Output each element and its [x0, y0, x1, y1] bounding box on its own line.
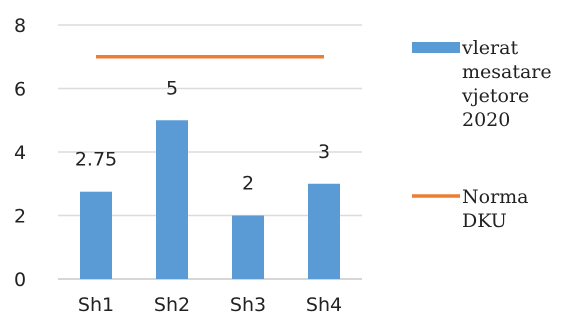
legend-label: vjetore [461, 85, 529, 107]
y-tick-label: 8 [14, 15, 26, 37]
legend-label: mesatare [462, 61, 552, 83]
x-tick-label: Sh4 [306, 294, 342, 316]
x-axis-ticks: Sh1 Sh2 Sh3 Sh4 [78, 294, 342, 316]
x-tick-label: Sh3 [230, 294, 266, 316]
data-labels: 2.75 5 2 3 [75, 77, 330, 194]
y-tick-label: 6 [14, 79, 26, 101]
bar [156, 120, 188, 279]
data-label: 3 [318, 141, 330, 163]
bar [232, 215, 264, 279]
data-label: 2 [242, 173, 254, 195]
bar [308, 183, 340, 279]
x-tick-label: Sh2 [154, 294, 190, 316]
y-tick-label: 2 [14, 206, 26, 228]
legend-label: Norma [462, 186, 529, 208]
legend-label: vlerat [461, 37, 518, 59]
legend-label: DKU [462, 210, 507, 232]
bar-series [80, 120, 340, 279]
legend-label: 2020 [462, 109, 510, 131]
x-tick-label: Sh1 [78, 294, 114, 316]
y-tick-label: 0 [14, 269, 26, 291]
bar [80, 191, 112, 279]
y-tick-label: 4 [14, 142, 26, 164]
data-label: 5 [166, 77, 178, 99]
data-label: 2.75 [75, 149, 117, 171]
y-axis-ticks: 0 2 4 6 8 [14, 15, 26, 291]
legend-bar-swatch [412, 42, 460, 53]
